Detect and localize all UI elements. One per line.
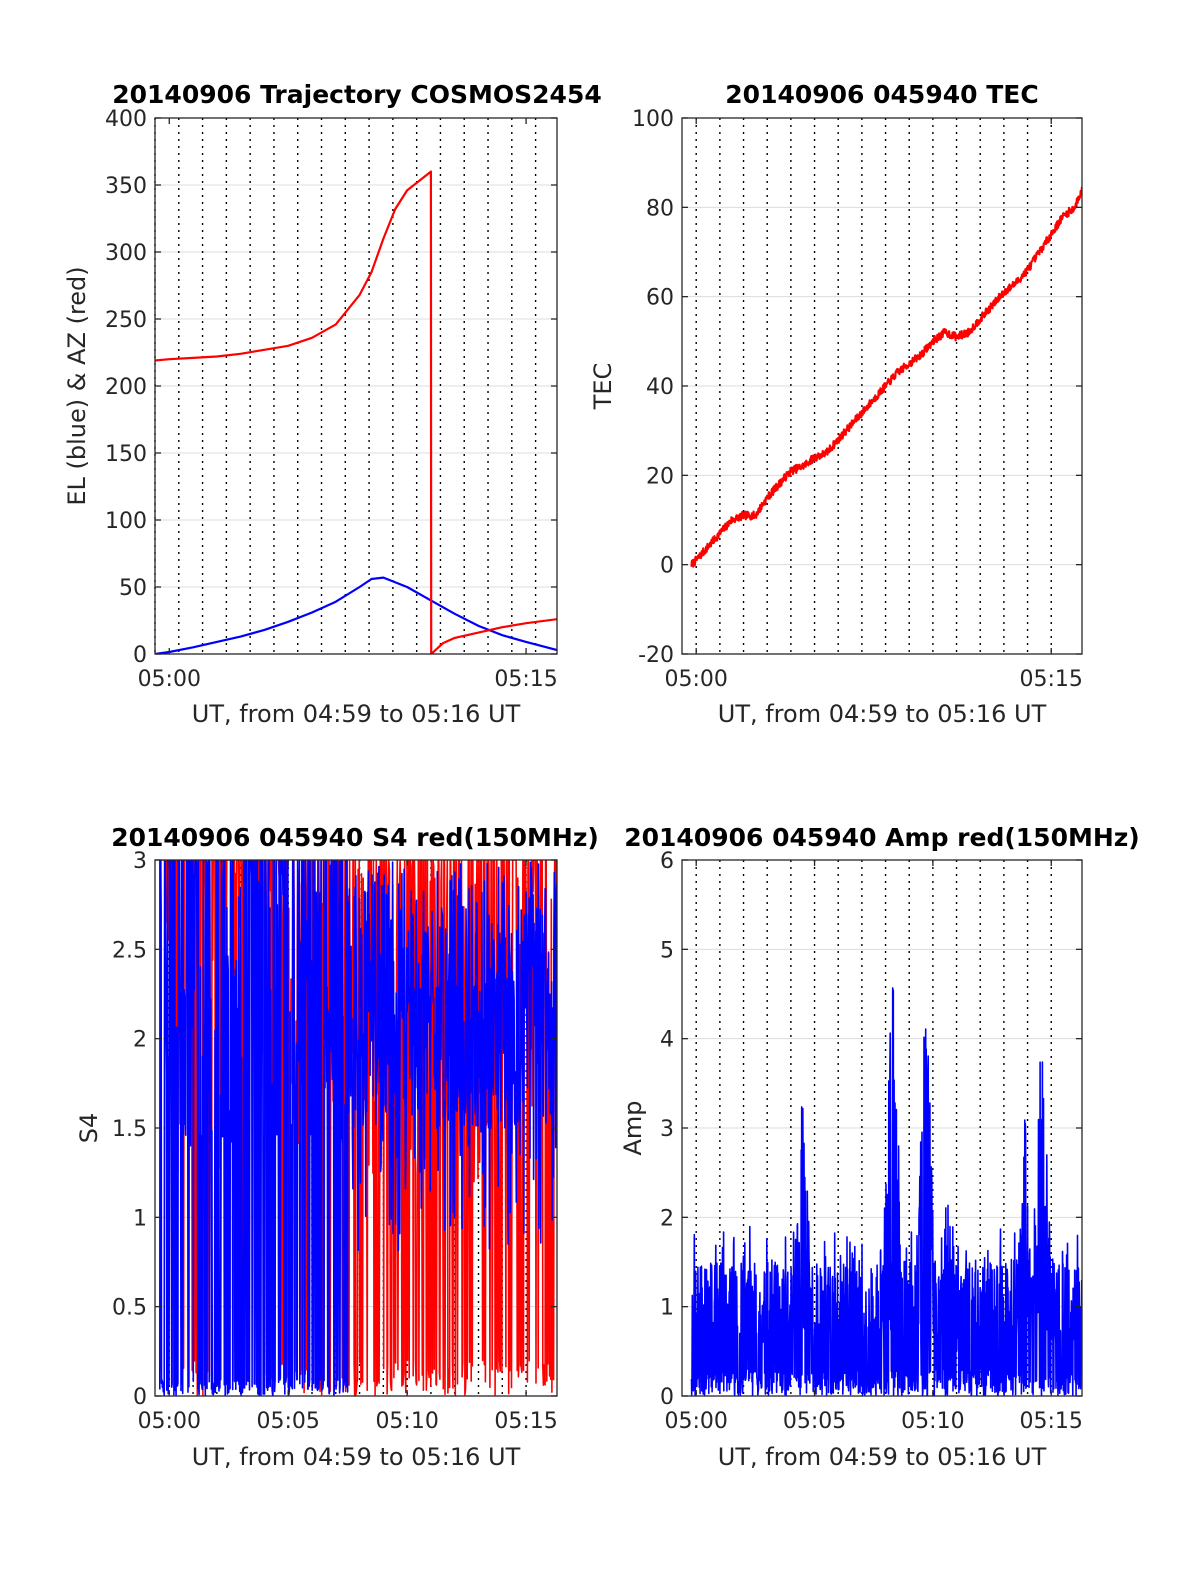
trajectory-xlabel: UT, from 04:59 to 05:16 UT xyxy=(192,700,521,728)
y-tick-label: 0 xyxy=(660,554,674,579)
amp-series-amp xyxy=(690,987,1082,1396)
y-tick-label: 40 xyxy=(646,375,674,400)
amp-xlabel: UT, from 04:59 to 05:16 UT xyxy=(718,1443,1047,1471)
x-tick-label: 05:00 xyxy=(138,667,201,692)
s4-title: 20140906 045940 S4 red(150MHz) xyxy=(111,823,599,852)
y-tick-label: 1 xyxy=(133,1206,147,1231)
y-tick-label: 80 xyxy=(646,196,674,221)
y-tick-label: 350 xyxy=(105,174,147,199)
y-tick-label: 200 xyxy=(105,375,147,400)
y-tick-label: 2.5 xyxy=(112,938,147,963)
traj-series-el xyxy=(155,576,557,654)
s4-plot-area: 0 0.5 1 1.5 2 2.5 3 05:00 05:05 05:10 05:15 xyxy=(112,849,558,1434)
x-tick-label: 05:00 xyxy=(664,1409,727,1434)
y-tick-label: 2 xyxy=(133,1028,147,1053)
amp-ylabel: Amp xyxy=(619,1100,647,1155)
y-tick-label: 0.5 xyxy=(112,1296,147,1321)
y-tick-label: 3 xyxy=(133,849,147,874)
tec-title: 20140906 045940 TEC xyxy=(725,80,1038,109)
x-tick-label: 05:00 xyxy=(664,667,727,692)
x-tick-label: 05:05 xyxy=(783,1409,846,1434)
s4-ylabel: S4 xyxy=(75,1113,103,1144)
y-tick-label: 50 xyxy=(119,576,147,601)
trajectory-panel: 20140906 Trajectory COSMOS2454 0 50 100 150… xyxy=(63,80,602,728)
y-tick-label: 6 xyxy=(660,849,674,874)
trajectory-ylabel: EL (blue) & AZ (red) xyxy=(63,266,91,505)
tec-panel: 20140906 045940 TEC -20 0 20 40 60 80 100 05:00… xyxy=(589,80,1083,728)
y-tick-label: 0 xyxy=(660,1385,674,1410)
tec-series-tec xyxy=(690,186,1082,568)
y-tick-label: 0 xyxy=(133,1385,147,1410)
tec-xlabel: UT, from 04:59 to 05:16 UT xyxy=(718,700,1047,728)
amp-plot-area: 0 1 2 3 4 5 6 05:00 05:05 05:10 05:15 xyxy=(660,849,1083,1434)
trajectory-plot-area: 0 50 100 150 200 250 300 350 400 05:00 05:15 xyxy=(105,107,558,692)
y-tick-label: 2 xyxy=(660,1206,674,1231)
y-tick-label: 300 xyxy=(105,241,147,266)
y-tick-label: 1 xyxy=(660,1296,674,1321)
x-tick-label: 05:15 xyxy=(494,1409,557,1434)
tec-plot-area: -20 0 20 40 60 80 100 05:00 05:15 xyxy=(632,107,1083,692)
y-tick-label: 100 xyxy=(105,509,147,534)
y-tick-label: 250 xyxy=(105,308,147,333)
y-tick-label: 400 xyxy=(105,107,147,132)
s4-panel: 20140906 045940 S4 red(150MHz) 0 0.5 1 1.5 2… xyxy=(75,823,599,1471)
y-tick-label: 1.5 xyxy=(112,1117,147,1142)
tec-ylabel: TEC xyxy=(589,363,617,411)
amp-title: 20140906 045940 Amp red(150MHz) xyxy=(624,823,1140,852)
y-tick-label: 0 xyxy=(133,643,147,668)
y-tick-label: 4 xyxy=(660,1028,674,1053)
x-tick-label: 05:15 xyxy=(494,667,557,692)
trajectory-title: 20140906 Trajectory COSMOS2454 xyxy=(112,80,602,109)
x-tick-label: 05:15 xyxy=(1020,1409,1083,1434)
y-tick-label: 150 xyxy=(105,442,147,467)
traj-series-az xyxy=(155,170,557,654)
x-tick-label: 05:00 xyxy=(138,1409,201,1434)
s4-xlabel: UT, from 04:59 to 05:16 UT xyxy=(192,1443,521,1471)
x-tick-label: 05:15 xyxy=(1020,667,1083,692)
y-tick-label: 3 xyxy=(660,1117,674,1142)
x-tick-label: 05:10 xyxy=(901,1409,964,1434)
y-tick-label: 100 xyxy=(632,107,674,132)
y-tick-label: 20 xyxy=(646,464,674,489)
x-tick-label: 05:05 xyxy=(257,1409,320,1434)
y-tick-label: 60 xyxy=(646,286,674,311)
amp-panel: 20140906 045940 Amp red(150MHz) 01234560… xyxy=(619,823,1140,1471)
y-tick-label: 5 xyxy=(660,938,674,963)
y-tick-label: -20 xyxy=(638,643,674,668)
x-tick-label: 05:10 xyxy=(375,1409,438,1434)
s4-series-s4_blue xyxy=(159,860,557,1396)
